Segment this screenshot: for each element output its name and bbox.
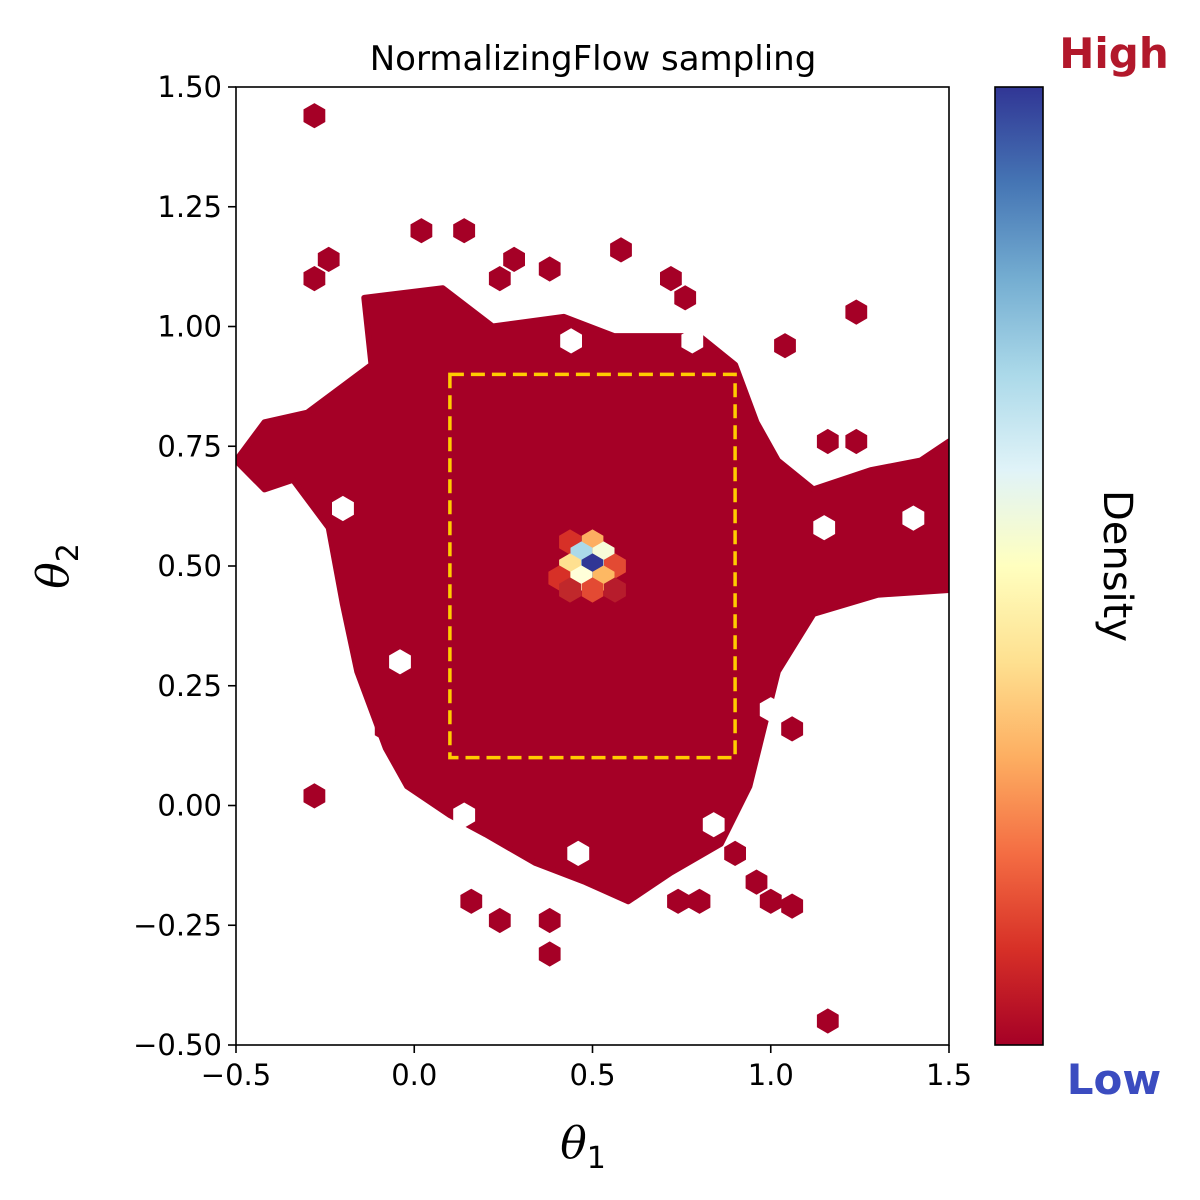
colorbar-title: Density: [1094, 490, 1140, 642]
outlier-bins: [303, 103, 868, 1034]
outlier-bin: [745, 869, 768, 895]
outlier-bin: [303, 266, 326, 292]
plot-area: [236, 103, 949, 1034]
hotspot-bins: [548, 529, 626, 603]
y-tick-label: −0.50: [133, 1028, 222, 1062]
x-tick-label: 1.0: [748, 1058, 794, 1092]
outlier-bin: [845, 299, 868, 325]
outlier-bin: [610, 237, 632, 263]
y-tick-label: 1.00: [157, 310, 222, 344]
empty-bin: [560, 328, 582, 354]
empty-bin: [813, 515, 836, 541]
outlier-bin: [816, 428, 839, 455]
x-axis-label-symbol: θ: [560, 1118, 587, 1169]
outlier-bin: [503, 246, 525, 272]
outlier-bin: [303, 783, 326, 809]
outlier-bin: [781, 716, 804, 742]
y-tick-label: 0.75: [157, 429, 222, 463]
hotspot-bin: [604, 577, 626, 603]
chart-title: NormalizingFlow sampling: [370, 39, 817, 79]
x-tick-label: 0.0: [391, 1058, 437, 1092]
hotspot-bin: [581, 577, 604, 603]
outlier-bin: [374, 716, 397, 742]
outlier-bin: [410, 218, 433, 244]
empty-bin: [902, 505, 925, 531]
outlier-bin: [674, 285, 697, 311]
outlier-bin: [303, 103, 326, 129]
empty-bin: [332, 495, 354, 522]
empty-bin: [759, 697, 782, 723]
outlier-bin: [759, 888, 782, 914]
outlier-bin: [488, 907, 511, 934]
outlier-bin: [317, 246, 340, 272]
outlier-bin: [453, 218, 476, 244]
outlier-bin: [488, 266, 511, 292]
outlier-bin: [781, 893, 804, 919]
empty-bin: [702, 812, 725, 838]
outlier-bin: [845, 428, 868, 455]
outlier-bin: [460, 888, 483, 914]
outlier-bin: [660, 266, 682, 292]
y-tick-label: 1.25: [157, 190, 222, 224]
y-axis-ticks: −0.50 −0.25 0.00 0.25 0.50 0.75 1.00 1.25 1.50: [133, 70, 236, 1062]
outlier-bin: [816, 1008, 839, 1034]
x-axis-label-subscript: 1: [587, 1141, 606, 1176]
x-tick-label: 0.5: [569, 1058, 615, 1092]
outlier-bin: [667, 888, 689, 914]
empty-bin: [681, 328, 704, 354]
x-axis-ticks: −0.5 0.0 0.5 1.0 1.5: [201, 1045, 972, 1092]
y-tick-label: −0.25: [133, 908, 222, 942]
outlier-bin: [724, 840, 746, 866]
dashed-region-box: [448, 372, 737, 760]
outlier-bin: [538, 256, 561, 282]
y-tick-label: 0.00: [157, 789, 222, 823]
empty-bins: [332, 328, 925, 866]
y-tick-label: 0.25: [157, 669, 222, 703]
y-axis-label-symbol: θ: [28, 562, 79, 589]
empty-bin: [389, 649, 411, 675]
outlier-bin: [538, 941, 561, 967]
x-tick-label: 1.5: [926, 1058, 972, 1092]
y-tick-label: 1.50: [157, 70, 222, 104]
y-axis-label: θ2: [28, 543, 86, 589]
colorbar-low-label: Low: [1067, 1055, 1161, 1104]
outlier-bin: [538, 907, 561, 934]
x-tick-label: −0.5: [201, 1058, 271, 1092]
outlier-bin: [774, 333, 796, 359]
empty-bin: [453, 802, 476, 828]
outlier-bin: [688, 888, 711, 914]
y-axis-label-subscript: 2: [51, 543, 86, 562]
hotspot-bin: [559, 577, 581, 603]
y-tick-label: 0.50: [157, 549, 222, 583]
x-axis-label: θ1: [560, 1118, 606, 1176]
empty-bin: [567, 840, 590, 866]
colorbar-high-label: High: [1059, 29, 1169, 78]
colorbar: [994, 86, 1044, 1046]
